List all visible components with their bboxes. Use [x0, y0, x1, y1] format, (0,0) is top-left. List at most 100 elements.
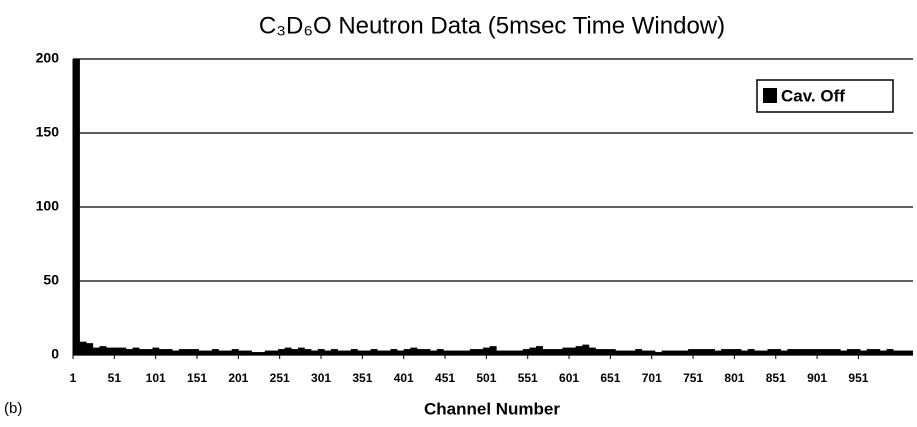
bar	[304, 349, 312, 355]
bar	[542, 349, 550, 355]
bar	[721, 349, 729, 355]
bar	[469, 349, 477, 355]
bar	[264, 350, 272, 355]
bar	[330, 349, 338, 355]
bar	[681, 350, 689, 355]
bar	[258, 352, 266, 355]
bar	[251, 352, 259, 355]
x-tick-label: 851	[766, 371, 786, 385]
bar	[648, 350, 656, 355]
bar	[602, 349, 610, 355]
bar	[218, 350, 226, 355]
bar	[509, 350, 517, 355]
bar	[185, 349, 193, 355]
y-tick-label: 0	[51, 346, 59, 362]
bar	[284, 347, 292, 355]
bar	[198, 350, 206, 355]
bar	[906, 350, 913, 355]
bar	[714, 350, 722, 355]
bar	[628, 350, 636, 355]
bar	[436, 349, 444, 355]
bar	[456, 350, 464, 355]
bar	[807, 349, 815, 355]
bar	[443, 350, 451, 355]
bar	[655, 352, 662, 355]
bar	[297, 347, 305, 355]
legend-swatch	[763, 88, 777, 103]
bar	[701, 349, 709, 355]
bar	[119, 347, 127, 355]
bar	[827, 349, 834, 355]
bar	[364, 350, 371, 355]
x-tick-label: 951	[848, 371, 868, 385]
x-tick-label: 151	[187, 371, 207, 385]
bar	[516, 350, 524, 355]
bar	[79, 341, 87, 355]
bar	[668, 350, 676, 355]
bar	[291, 349, 299, 355]
x-tick-label: 601	[559, 371, 579, 385]
bar	[172, 350, 180, 355]
x-tick-label: 801	[724, 371, 744, 385]
y-tick-label: 200	[36, 50, 60, 66]
bar	[641, 350, 649, 355]
bar	[893, 350, 901, 355]
x-tick-label: 201	[228, 371, 248, 385]
bar	[833, 349, 841, 355]
bar	[747, 349, 755, 355]
x-tick-label: 1	[70, 371, 77, 385]
bar	[866, 349, 874, 355]
bar	[707, 349, 715, 355]
bar	[225, 350, 233, 355]
bar	[549, 349, 557, 355]
bar	[502, 350, 510, 355]
bar	[238, 350, 246, 355]
x-tick-label: 451	[435, 371, 455, 385]
bar	[344, 350, 352, 355]
bar	[158, 349, 166, 355]
bar	[152, 347, 160, 355]
bar	[278, 349, 285, 355]
x-tick-label: 651	[600, 371, 620, 385]
bar	[165, 349, 173, 355]
bar	[727, 349, 735, 355]
bar	[403, 349, 411, 355]
bar	[840, 350, 848, 355]
bar	[860, 350, 868, 355]
y-tick-label: 50	[43, 272, 59, 288]
x-tick-label: 51	[108, 371, 122, 385]
bar	[588, 347, 596, 355]
bar	[608, 349, 616, 355]
bar	[582, 344, 590, 355]
x-tick-label: 551	[518, 371, 538, 385]
bar	[132, 347, 140, 355]
bar	[489, 346, 497, 355]
bar	[145, 349, 153, 355]
bar	[397, 350, 405, 355]
x-tick-label: 751	[683, 371, 703, 385]
bar	[337, 350, 345, 355]
legend-label: Cav. Off	[781, 86, 845, 105]
bar	[899, 350, 907, 355]
bar	[463, 350, 471, 355]
bar	[575, 346, 583, 355]
bars	[73, 59, 913, 356]
bar	[231, 349, 239, 355]
bar	[476, 349, 484, 355]
bar	[496, 350, 504, 355]
bar	[383, 350, 391, 355]
bar	[615, 350, 623, 355]
bar	[688, 349, 696, 355]
bar	[787, 349, 795, 355]
bar	[774, 349, 782, 355]
bar	[853, 349, 861, 355]
bar	[846, 349, 854, 355]
bar	[324, 350, 332, 355]
x-tick-label: 301	[311, 371, 331, 385]
bar	[754, 350, 762, 355]
bar	[178, 349, 186, 355]
bar	[569, 347, 576, 355]
bar	[522, 349, 530, 355]
bar	[734, 349, 742, 355]
y-tick-label: 150	[36, 124, 60, 140]
